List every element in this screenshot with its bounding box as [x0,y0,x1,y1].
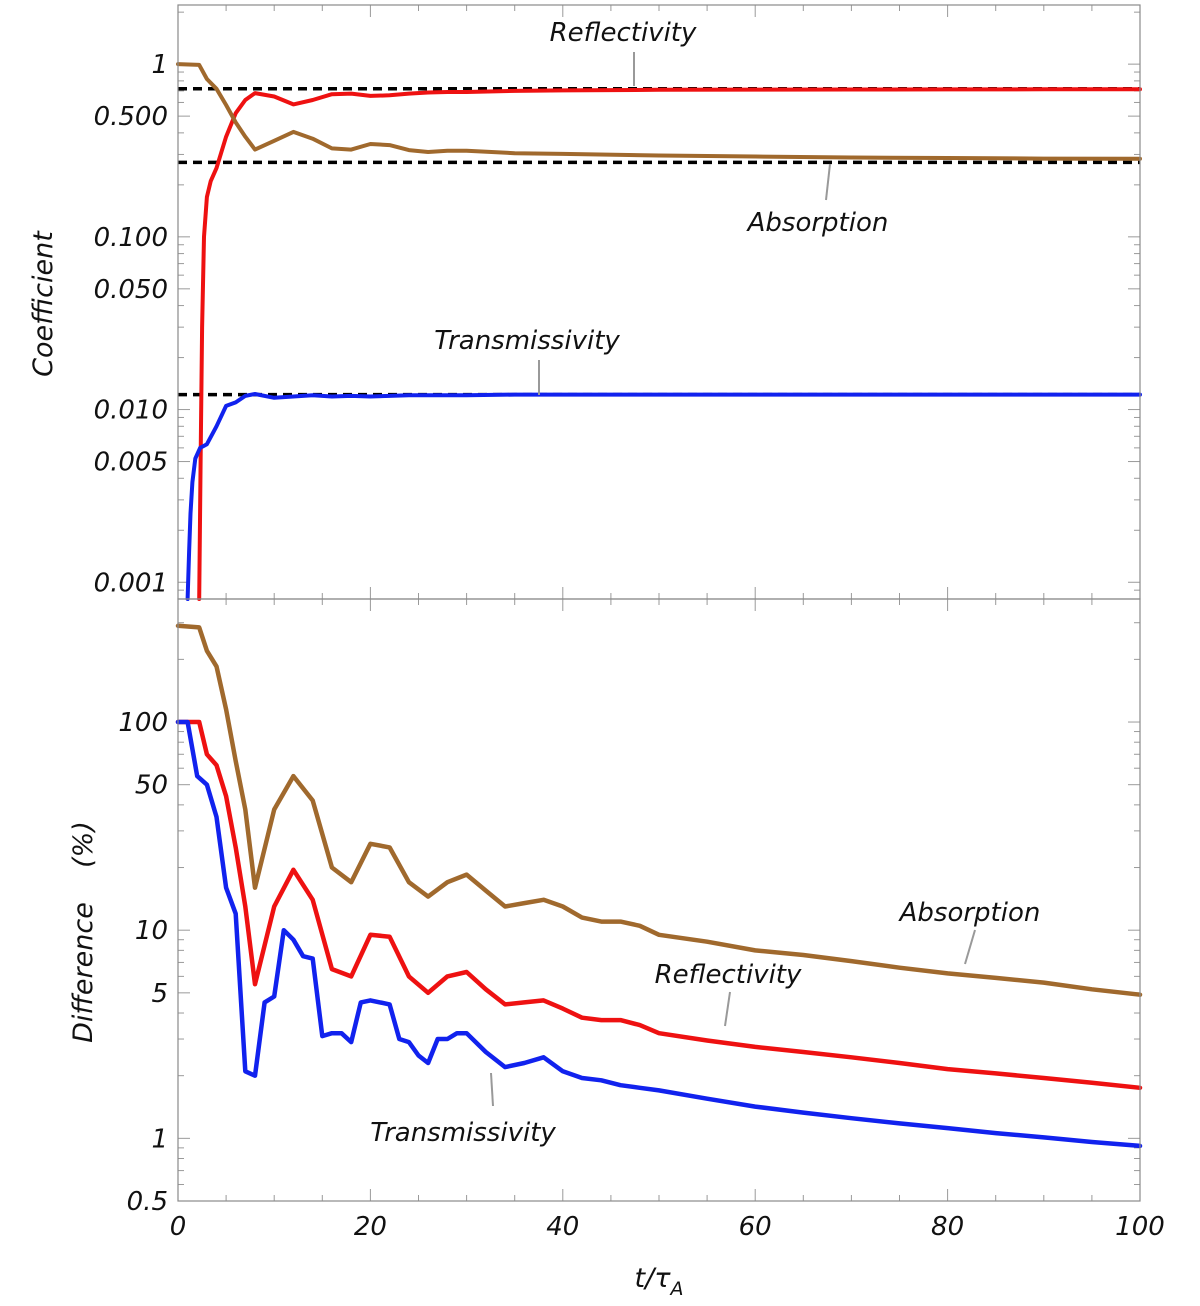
x-axis-title: t/τA [635,1263,684,1300]
series-line-transmissivity [185,392,1142,601]
series-line-reflectivity [197,87,1142,601]
x-tick-label: 0 [170,1212,187,1242]
y-tick-label: 0.010 [94,396,168,426]
top-plot-frame [177,4,1141,600]
y-tick-label: 50 [135,771,168,801]
bottom-series [175,623,1143,1149]
y-tick-label: 0.500 [94,102,168,132]
x-tick-label: 20 [354,1212,387,1242]
annotation-absorption: Absorption [746,208,889,238]
x-tick-label: 100 [1115,1212,1165,1242]
series-line-reflectivity [175,719,1143,1091]
top-y-axis-title: Coefficient [28,230,59,377]
annotation-leader-reflectivity [724,991,731,1027]
bottom-y-axis-title: Difference (%) [68,821,99,1043]
y-tick-label: 10 [135,916,168,946]
annotation-reflectivity: Reflectivity [550,18,697,48]
y-tick-label: 100 [118,708,168,738]
x-axis-title-subscript: A [668,1278,683,1300]
annotation-leader-transmissivity [490,1072,494,1107]
y-tick-label: 5 [151,979,168,1009]
top-y-tick-labels: 1 0.500 0.100 0.050 0.010 0.005 0.001 [94,50,168,598]
bottom-panel: 100 50 10 5 1 0.5 0 20 40 60 80 100 Difference (%)… [68,598,1165,1300]
annotation-leader-absorption [964,929,976,965]
y-tick-label: 0.005 [94,448,168,478]
annotation-absorption: Absorption [898,898,1041,928]
top-series [176,62,1142,601]
y-tick-label: 1 [151,50,168,80]
series-line-absorption [175,623,1143,997]
top-annotations: Reflectivity Absorption Transmissivity [434,18,888,395]
annotation-leader-absorption [825,163,831,201]
bottom-x-tick-labels: 0 20 40 60 80 100 [170,1212,1165,1242]
y-tick-label: 0.100 [94,223,168,253]
top-panel: 1 0.500 0.100 0.050 0.010 0.005 0.001 Coeffici… [28,4,1142,601]
y-tick-label: 0.5 [127,1187,168,1217]
annotation-transmissivity: Transmissivity [434,326,620,356]
y-tick-label: 0.050 [94,275,168,305]
annotation-reflectivity: Reflectivity [655,960,802,990]
bottom-y-axis-title-text: Difference (%) [68,821,99,1043]
bottom-annotations: Absorption Reflectivity Transmissivity [370,898,1040,1148]
x-axis-title-main: t/τ [635,1263,672,1294]
bottom-y-tick-labels: 100 50 10 5 1 0.5 [118,708,168,1217]
top-reference-lines [178,87,1140,397]
bottom-plot-frame [177,598,1141,1202]
series-line-absorption [176,62,1142,161]
x-tick-label: 60 [739,1212,772,1242]
x-tick-label: 80 [931,1212,964,1242]
y-tick-label: 0.001 [94,568,168,598]
annotation-transmissivity: Transmissivity [370,1118,556,1148]
y-tick-label: 1 [151,1124,168,1154]
x-tick-label: 40 [546,1212,579,1242]
top-minor-ticks [177,5,1141,600]
series-line-transmissivity [175,719,1143,1149]
